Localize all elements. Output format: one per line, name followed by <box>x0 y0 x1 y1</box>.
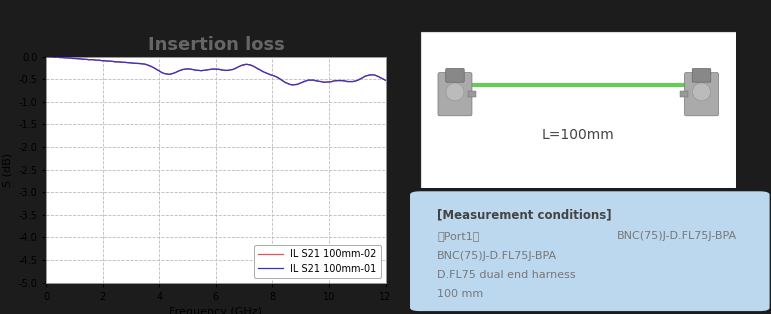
Text: [Measurement conditions]: [Measurement conditions] <box>437 208 611 221</box>
Text: 《Port1》: 《Port1》 <box>437 231 480 241</box>
IL S21 100mm-02 <box>63 56 72 60</box>
IL S21 100mm-02 <box>258 70 268 73</box>
Text: L=100mm: L=100mm <box>542 128 614 142</box>
IL S21 100mm-02 <box>335 79 344 83</box>
IL S21 100mm-01 <box>300 79 309 83</box>
Line: IL S21 100mm-01: IL S21 100mm-01 <box>46 57 386 85</box>
Legend: IL S21 100mm-02, IL S21 100mm-01: IL S21 100mm-02, IL S21 100mm-01 <box>254 245 381 278</box>
IL S21 100mm-01 <box>239 63 248 67</box>
FancyBboxPatch shape <box>468 91 476 97</box>
IL S21 100mm-02 <box>300 80 309 84</box>
Circle shape <box>689 79 715 105</box>
IL S21 100mm-01 <box>258 70 268 73</box>
Text: BNC(75)J-D.FL75J-BPA: BNC(75)J-D.FL75J-BPA <box>437 251 557 261</box>
FancyBboxPatch shape <box>420 32 736 188</box>
IL S21 100mm-02 <box>381 78 390 82</box>
FancyBboxPatch shape <box>685 73 719 116</box>
IL S21 100mm-01 <box>381 78 390 82</box>
X-axis label: Frequency (GHz): Frequency (GHz) <box>170 307 262 314</box>
Title: Insertion loss: Insertion loss <box>147 35 284 54</box>
Circle shape <box>446 83 464 101</box>
FancyBboxPatch shape <box>680 91 689 97</box>
IL S21 100mm-02 <box>248 64 258 68</box>
IL S21 100mm-02 <box>239 63 248 67</box>
IL S21 100mm-01 <box>288 83 297 87</box>
IL S21 100mm-01 <box>63 56 72 60</box>
Line: IL S21 100mm-02: IL S21 100mm-02 <box>46 57 386 85</box>
IL S21 100mm-02 <box>43 55 52 59</box>
Text: BNC(75)J-D.FL75J-BPA: BNC(75)J-D.FL75J-BPA <box>617 231 737 241</box>
IL S21 100mm-02 <box>289 83 298 87</box>
FancyBboxPatch shape <box>438 73 472 116</box>
IL S21 100mm-02 <box>42 55 51 59</box>
Text: 100 mm: 100 mm <box>437 289 483 299</box>
IL S21 100mm-01 <box>42 55 51 59</box>
FancyBboxPatch shape <box>446 68 464 82</box>
IL S21 100mm-01 <box>248 64 258 68</box>
IL S21 100mm-01 <box>44 55 53 58</box>
IL S21 100mm-01 <box>335 79 344 83</box>
Circle shape <box>442 79 468 105</box>
FancyBboxPatch shape <box>410 191 769 311</box>
FancyBboxPatch shape <box>692 68 711 82</box>
Circle shape <box>692 83 711 101</box>
Text: D.FL75 dual end harness: D.FL75 dual end harness <box>437 270 576 280</box>
Y-axis label: S (dB): S (dB) <box>2 153 12 187</box>
